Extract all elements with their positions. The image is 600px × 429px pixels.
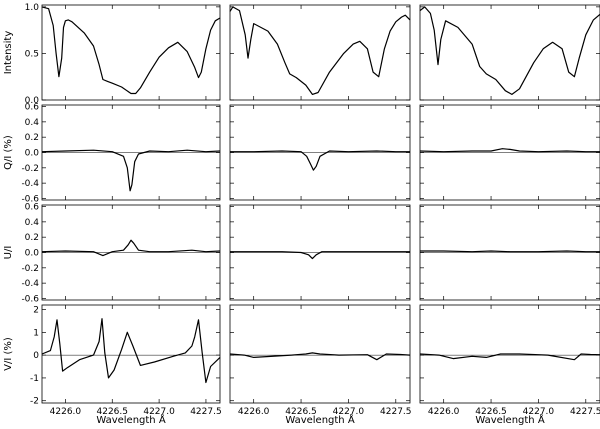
y-tick-label: 0.6 [25,203,40,213]
panel-intensity-col1: 0.0 0.5 1.0 [25,3,221,106]
x-axis-label: Wavelength Å [96,413,166,426]
panel-v_over_i-col1-series-line [41,318,221,384]
y-tick-label: -0.6 [21,194,39,204]
y-axis-label-intensity: Intensity [3,31,14,75]
panel-q_over_i-col1: -0.6 -0.4 -0.2 0.0 0.2 0.4 0.6 [21,103,221,204]
panel-q_over_i-col2 [229,104,411,201]
panel-intensity-col3-frame [419,4,600,101]
y-tick-label: 1 [33,328,39,338]
panel-q_over_i-col1-series-line [41,149,221,192]
y-tick-label: 0.0 [25,149,40,159]
y-tick-label: -0.4 [21,279,39,289]
x-tick-label: 4227.5 [380,407,412,417]
panel-intensity-col3 [419,4,600,101]
x-axis-label: Wavelength Å [285,413,355,426]
x-tick-label: 4226.5 [285,407,317,417]
y-tick-label: 0.5 [25,49,39,59]
y-axis-label-v_over_i: V/I (%) [3,337,14,371]
panel-q_over_i-col3-series-line [419,148,600,153]
panel-v_over_i-col3: 4226.0 4226.5 4227.0 4227.5 [419,304,600,417]
panel-v_over_i-col2-frame [229,304,411,404]
panel-v_over_i-col3-series-line [419,353,600,361]
panel-u_over_i-col2-series-line [230,251,410,260]
y-tick-label: -0.4 [21,179,39,189]
x-tick-label: 4226.0 [428,407,460,417]
panel-intensity-col3-series-line [419,6,600,96]
y-tick-label: 0.4 [25,218,40,228]
x-tick-label: 4227.0 [143,407,175,417]
panel-intensity-col2-frame [229,4,411,101]
panel-u_over_i-col1: -0.6 -0.4 -0.2 0.0 0.2 0.4 0.6 [21,203,221,304]
y-axis-label-u_over_i: U/I [3,246,14,260]
panel-v_over_i-col1-frame [41,304,221,404]
y-tick-label: -2 [30,397,39,407]
panel-u_over_i-col2 [229,204,411,301]
panel-intensity-col1-frame [41,4,221,101]
y-tick-label: 0.2 [25,233,39,243]
y-tick-label: 0.0 [25,96,40,106]
x-tick-label: 4226.0 [50,407,82,417]
y-tick-label: 1.0 [25,3,40,13]
y-tick-label: -0.2 [21,264,39,274]
panel-v_over_i-col2-series-line [229,352,411,361]
panel-intensity-col1-series-line [41,6,221,95]
y-axis-label-q_over_i: Q/I (%) [3,135,14,170]
panel-v_over_i-col1: 4226.0 4226.5 4227.0 4227.5 -2 -1 0 1 2 [30,304,222,417]
panel-intensity-col2-series-line [229,6,411,96]
y-tick-label: 0 [33,351,39,361]
y-tick-label: 0.6 [25,103,40,113]
panel-v_over_i-col2: 4226.0 4226.5 4227.0 4227.5 [229,304,412,417]
x-tick-label: 4226.5 [475,407,507,417]
y-tick-label: 2 [33,306,39,316]
panel-q_over_i-col3 [419,104,600,201]
y-tick-label: 0.2 [25,133,39,143]
x-tick-label: 4227.0 [523,407,555,417]
panel-u_over_i-col1-series-line [41,239,221,257]
x-tick-label: 4227.0 [333,407,365,417]
x-tick-label: 4226.0 [238,407,270,417]
panel-q_over_i-col2-series-line [230,150,410,171]
y-tick-label: 0.4 [25,118,40,128]
y-tick-label: -0.2 [21,164,39,174]
panel-u_over_i-col3 [419,204,600,301]
panel-intensity-col2 [229,4,411,101]
y-tick-label: -0.6 [21,294,39,304]
y-tick-label: -1 [30,374,39,384]
panel-v_over_i-col3-frame [419,304,600,404]
x-tick-label: 4226.5 [97,407,129,417]
panel-u_over_i-col3-series-line [420,250,600,253]
x-axis-label: Wavelength Å [475,413,545,426]
y-tick-label: 0.0 [25,249,40,259]
x-tick-label: 4227.5 [570,407,600,417]
x-tick-label: 4227.5 [190,407,222,417]
